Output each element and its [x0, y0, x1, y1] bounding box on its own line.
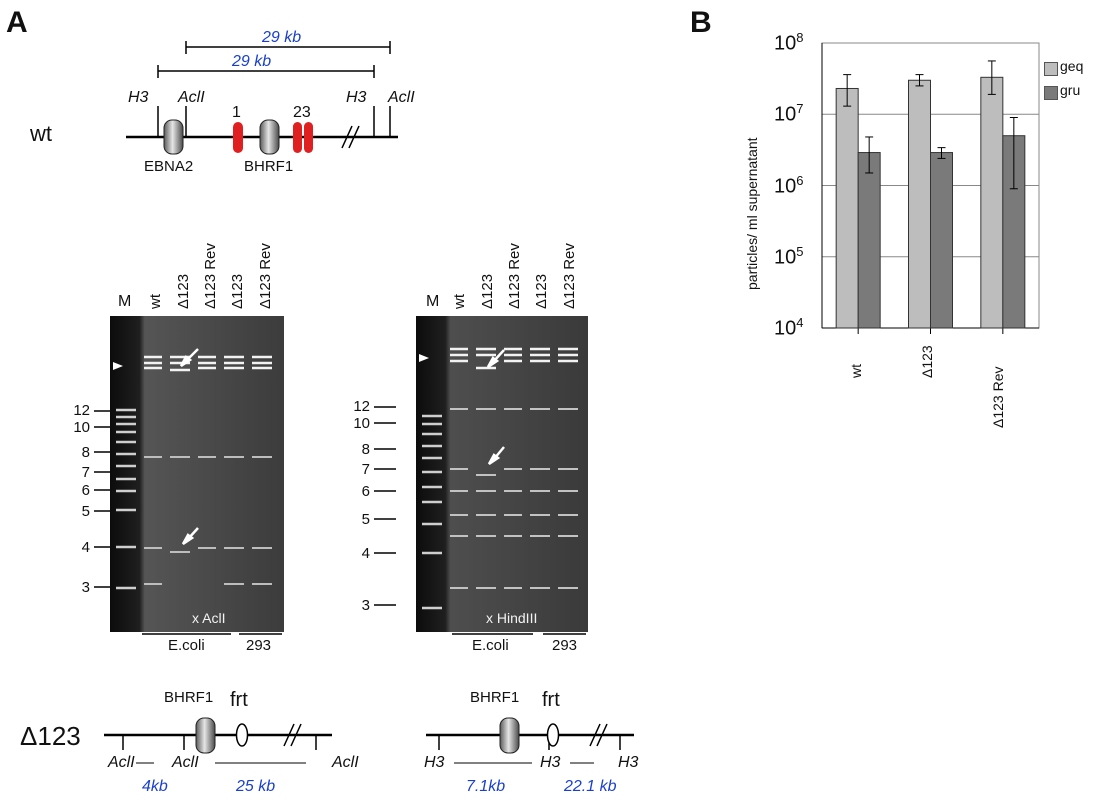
- gel-right-enzyme: x HindIII: [486, 610, 538, 626]
- gel-left-group-293: 293: [246, 637, 272, 654]
- site-h3-right: H3: [346, 89, 367, 106]
- del-right-fragment-1: 7.1kb: [466, 778, 506, 795]
- del-right-gene-label: BHRF1: [470, 689, 520, 706]
- del-left-site-3: AclI: [332, 754, 359, 771]
- del-right-site-1: H3: [424, 754, 445, 771]
- gel-left-image: x AclI: [110, 316, 284, 632]
- gel-right-size-6: 6: [361, 483, 370, 500]
- legend-swatch-gru: [1044, 86, 1058, 100]
- gel-right-size-5: 5: [361, 511, 370, 528]
- ytick-1e4: 104: [774, 315, 804, 340]
- gel-left-size-8: 8: [81, 444, 90, 461]
- wt-bracket-upper-label: 29 kb: [262, 29, 302, 46]
- del-left-frt-label: frt: [230, 689, 248, 711]
- del-left-site-2: AclI: [172, 754, 199, 771]
- legend-label-gru: gru: [1060, 82, 1081, 98]
- site-acli-left: AclI: [178, 89, 205, 106]
- repeat-1-label: 1: [232, 104, 241, 121]
- del-right-fragment-2: 22.1 kb: [564, 778, 617, 795]
- legend-label-geq: geq: [1060, 58, 1084, 74]
- del-right-frt-label: frt: [542, 689, 560, 711]
- bar-geq: [835, 87, 859, 329]
- gel-left-size-10: 10: [73, 419, 90, 436]
- del-left-fragment-1: 4kb: [142, 778, 168, 795]
- gel-left-size-4: 4: [81, 539, 90, 556]
- gel-right-size-8: 8: [361, 441, 370, 458]
- legend-swatch-geq: [1044, 62, 1058, 76]
- gene-ebna2-label: EBNA2: [144, 158, 194, 175]
- del-left-fragment-2: 25 kb: [236, 778, 276, 795]
- bar-geq: [980, 76, 1004, 329]
- gel-left-size-3: 3: [81, 579, 90, 596]
- del-right-site-2: H3: [540, 754, 561, 771]
- wt-bracket-lower-label: 29 kb: [232, 53, 272, 70]
- bar-gru: [930, 152, 953, 329]
- panel-letter-b: B: [690, 6, 712, 39]
- repeat-23-label: 23: [293, 104, 311, 121]
- category-label-d123: Δ123: [919, 345, 935, 378]
- gel-left-enzyme: x AclI: [192, 610, 226, 626]
- ytick-1e8: 108: [774, 30, 804, 55]
- site-h3-left: H3: [128, 89, 149, 106]
- gene-bhrf1-label: BHRF1: [244, 158, 294, 175]
- gel-right-size-12: 12: [353, 398, 370, 415]
- gel-left-size-6: 6: [81, 482, 90, 499]
- gel-right-image: x HindIII: [416, 316, 588, 632]
- gel-right-size-4: 4: [361, 545, 370, 562]
- gel-left-size-12: 12: [73, 402, 90, 419]
- panel-letter-a: A: [6, 6, 28, 39]
- category-label-wt: wt: [848, 364, 864, 378]
- wt-map-label: wt: [30, 121, 52, 146]
- gel-left-marker-label: M: [118, 293, 132, 310]
- bar-geq: [908, 79, 931, 329]
- bar-gru: [857, 152, 881, 329]
- gel-left-size-7: 7: [81, 464, 90, 481]
- del-left-site-1: AclI: [108, 754, 135, 771]
- gel-right-group-ecoli: E.coli: [472, 637, 509, 654]
- ytick-1e7: 107: [774, 101, 804, 126]
- ytick-1e5: 105: [774, 244, 804, 269]
- del-map-label: Δ123: [20, 721, 81, 751]
- gel-right-marker-label: M: [426, 293, 440, 310]
- gel-left-group-ecoli: E.coli: [168, 637, 205, 654]
- gel-right-size-3: 3: [361, 597, 370, 614]
- del-right-site-3: H3: [618, 754, 639, 771]
- gel-right-size-10: 10: [353, 415, 370, 432]
- site-acli-right: AclI: [388, 89, 415, 106]
- ytick-1e6: 106: [774, 173, 804, 198]
- gel-left-size-5: 5: [81, 503, 90, 520]
- category-label-d123rev: Δ123 Rev: [990, 366, 1006, 429]
- del-left-gene-label: BHRF1: [164, 689, 214, 706]
- gel-right-group-293: 293: [552, 637, 578, 654]
- gel-right-size-7: 7: [361, 461, 370, 478]
